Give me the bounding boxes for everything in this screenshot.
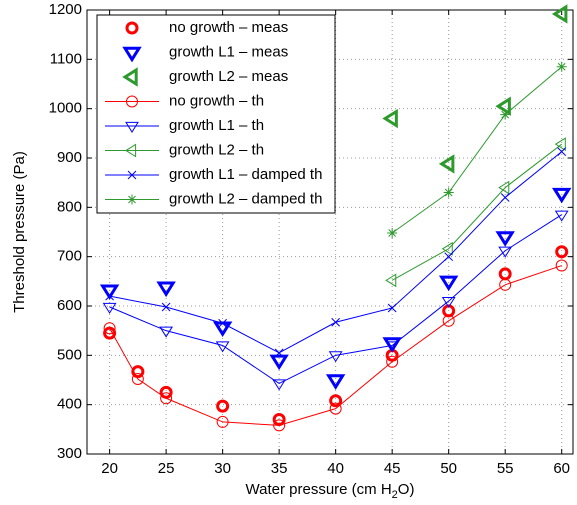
data-point [554,137,566,152]
data-point [438,154,455,174]
data-point [557,147,567,156]
x-tick-label: 30 [214,460,231,477]
data-point [382,337,402,353]
legend-marker [127,170,137,180]
data-point [444,252,454,262]
y-tick-label: 500 [57,346,82,363]
data-point [556,61,567,72]
legend-label: growth L1 – damped th [169,166,322,183]
x-tick-label: 45 [384,460,401,477]
y-tick-label: 1100 [50,50,82,67]
x-tick-label: 25 [158,460,175,477]
data-point [216,399,230,413]
data-point [498,246,513,258]
data-point [331,317,341,327]
data-point [382,108,398,129]
data-point [551,4,568,24]
series-line [109,214,562,385]
legend-label: growth L2 – damped th [169,190,322,207]
data-point [161,302,171,312]
x-tick-label: 55 [497,460,514,477]
x-tick-label: 50 [440,460,457,477]
series-line [109,265,562,426]
data-point [495,96,511,116]
y-tick-label: 400 [57,396,82,413]
x-tick-label: 20 [101,460,118,477]
data-point [218,318,227,328]
data-point [274,348,284,358]
data-point [159,385,173,399]
x-tick-label: 60 [553,460,570,477]
legend-label: growth L2 – th [169,141,264,158]
legend-marker [125,21,139,35]
legend-marker [127,194,137,205]
data-point [156,281,176,298]
data-point [99,284,120,301]
data-point [498,180,510,195]
data-point [273,419,286,432]
legend-label: no growth – meas [169,19,288,36]
data-point [272,379,287,391]
data-point [385,341,400,353]
x-tick-label: 35 [271,460,288,477]
legend-label: no growth – th [169,92,264,109]
data-point [386,355,399,368]
data-point [555,245,569,259]
data-point [215,341,230,353]
legend-marker [126,95,138,108]
data-point [555,259,568,272]
data-point [131,365,145,379]
data-point [329,402,342,415]
data-point [159,326,174,338]
data-point [500,109,511,120]
data-point [325,374,346,390]
y-tick-label: 300 [57,445,82,462]
y-tick-label: 700 [57,248,82,265]
data-point [441,241,453,256]
legend-marker [125,143,137,158]
data-point [499,278,512,291]
legend-marker [122,67,138,87]
data-point [160,392,173,405]
data-point [551,187,572,204]
y-tick-label: 1200 [49,1,82,18]
data-point [438,275,459,292]
y-tick-label: 800 [57,198,82,215]
data-point [103,322,116,335]
series-line [391,66,563,234]
data-point [495,231,515,247]
legend-label: growth L1 – th [169,117,264,134]
data-point [441,296,456,309]
data-point [216,415,229,428]
data-point [272,412,286,426]
data-point [554,210,569,222]
data-point [269,354,289,371]
data-point [328,351,343,363]
y-axis-label: Threshold pressure (Pa) [11,151,28,313]
data-point [387,227,398,238]
y-tick-label: 1000 [49,100,82,117]
x-axis-label: Water pressure (cm H2O) [246,481,415,501]
data-point [329,394,343,408]
data-point [387,303,397,313]
y-tick-label: 600 [57,297,82,314]
series-line [391,143,563,281]
legend-marker [122,46,142,63]
legend-label: growth L2 – meas [169,68,288,85]
data-point [131,373,144,386]
x-tick-label: 40 [327,460,344,477]
data-point [500,193,510,202]
data-point [103,326,117,340]
data-point [385,273,397,288]
data-point [443,187,454,198]
data-point [442,304,456,318]
y-tick-label: 900 [57,149,82,166]
data-point [102,302,117,314]
data-point [442,314,455,327]
legend-label: growth L1 – meas [169,43,288,60]
axes-box [86,9,574,455]
legend-marker [125,121,139,133]
data-point [105,291,114,301]
